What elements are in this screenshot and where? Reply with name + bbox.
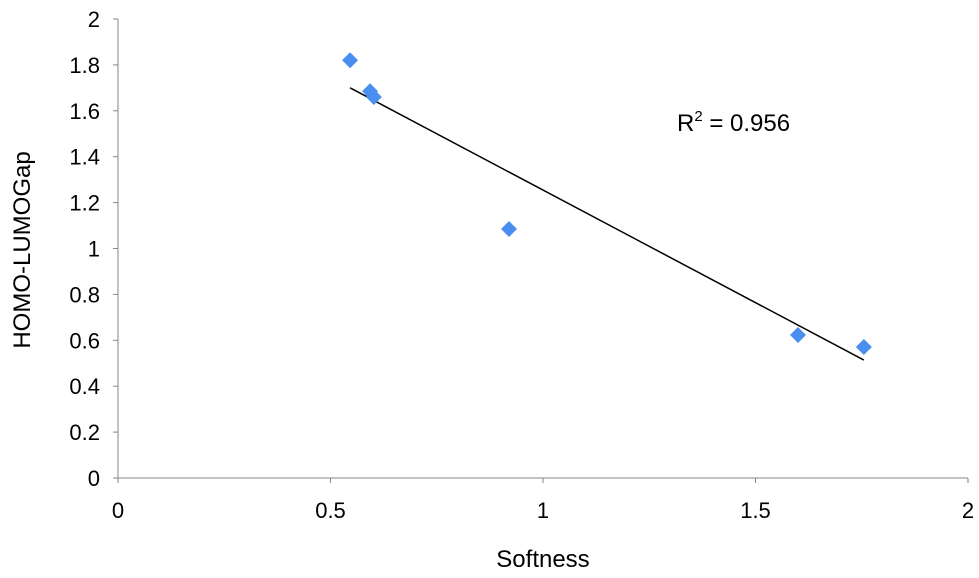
- y-tick-label: 1.8: [69, 53, 100, 78]
- x-tick-label: 1.5: [740, 498, 771, 523]
- x-tick-label: 0.5: [315, 498, 346, 523]
- y-tick-label: 1.6: [69, 99, 100, 124]
- x-tick-label: 0: [112, 498, 124, 523]
- x-tick-label: 2: [962, 498, 974, 523]
- data-point: [790, 327, 806, 344]
- x-axis-label: Softness: [496, 546, 589, 573]
- y-tick-label: 1.4: [69, 145, 100, 170]
- y-tick-label: 0.4: [69, 374, 100, 399]
- trendline: [349, 87, 865, 361]
- r-squared-annotation: R2 = 0.956: [677, 108, 790, 137]
- y-tick-label: 0.8: [69, 282, 100, 307]
- y-tick-label: 1: [88, 237, 100, 262]
- data-point: [855, 338, 872, 355]
- y-axis-label: HOMO-LUMOGap: [9, 151, 36, 348]
- axes: [117, 19, 968, 479]
- y-tick-label: 2: [88, 7, 100, 32]
- y-tick-label: 0.2: [69, 420, 100, 445]
- y-tick-label: 0.6: [69, 328, 100, 353]
- y-tick-label: 0: [88, 466, 100, 491]
- data-point: [365, 89, 382, 106]
- y-tick-label: 1.2: [69, 191, 100, 216]
- data-point: [501, 220, 517, 237]
- x-tick-label: 1: [537, 498, 549, 523]
- r-squared-superscript: 2: [694, 108, 702, 125]
- data-point: [342, 52, 359, 69]
